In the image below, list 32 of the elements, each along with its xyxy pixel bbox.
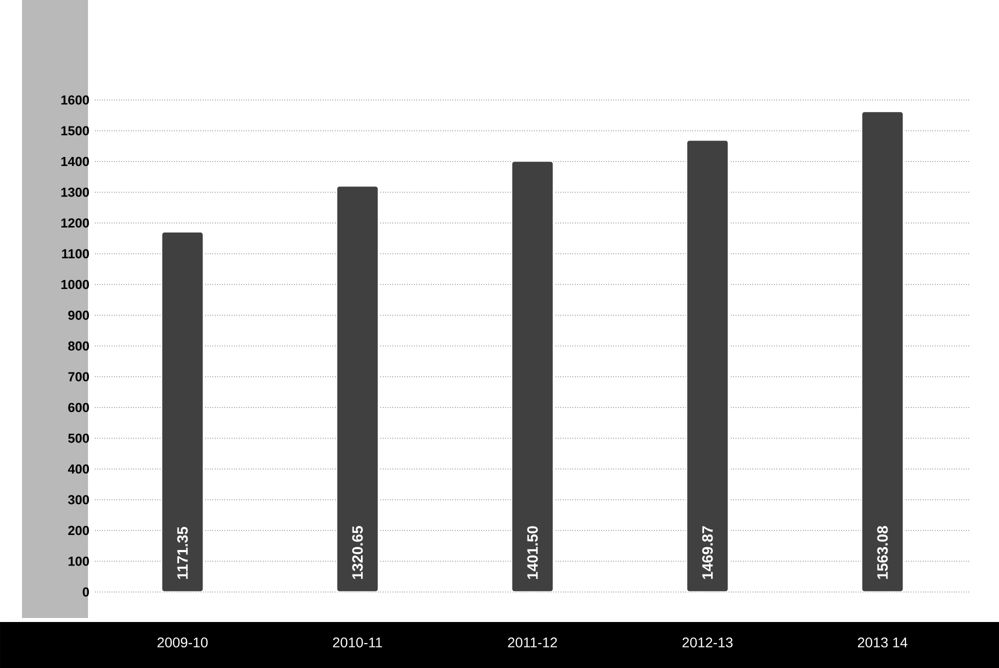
data-label: 1171.35 bbox=[177, 526, 188, 579]
x-tick-label: 2011-12 bbox=[508, 638, 557, 648]
y-tick-label: 300 bbox=[68, 495, 89, 504]
y-tick-label: 1100 bbox=[62, 249, 89, 258]
x-tick-label: 2013 14 bbox=[858, 638, 908, 648]
data-label: 1563.08 bbox=[877, 526, 888, 579]
x-tick-label: 2012-13 bbox=[682, 638, 733, 648]
y-tick-label: 1600 bbox=[61, 95, 89, 105]
y-tick-label: 0 bbox=[82, 587, 89, 597]
bar bbox=[860, 110, 904, 592]
y-tick-label: 400 bbox=[68, 464, 89, 474]
data-label: 1320.65 bbox=[352, 526, 363, 579]
y-tick-label: 1200 bbox=[61, 218, 89, 228]
bar bbox=[686, 139, 730, 592]
y-tick-label: 1000 bbox=[61, 280, 89, 290]
y-tick-label: 100 bbox=[68, 556, 89, 566]
y-tick-label: 1300 bbox=[61, 188, 89, 197]
y-tick-label: 900 bbox=[68, 310, 89, 320]
x-tick-label: 2010-11 bbox=[333, 638, 382, 648]
y-tick-label: 200 bbox=[68, 526, 89, 536]
y-tick-label: 500 bbox=[68, 434, 89, 443]
y-tick-label: 1500 bbox=[61, 126, 89, 136]
bar bbox=[510, 160, 554, 592]
y-tick-label: 1400 bbox=[61, 156, 89, 166]
x-tick-label: 2009-10 bbox=[158, 638, 208, 648]
data-label: 1469.87 bbox=[702, 526, 713, 579]
data-label: 1401.50 bbox=[527, 526, 538, 579]
y-tick-label: 700 bbox=[68, 372, 89, 382]
bar bbox=[160, 231, 204, 592]
y-tick-label: 600 bbox=[68, 402, 89, 412]
y-tick-label: 800 bbox=[68, 341, 89, 351]
bar bbox=[336, 185, 380, 592]
